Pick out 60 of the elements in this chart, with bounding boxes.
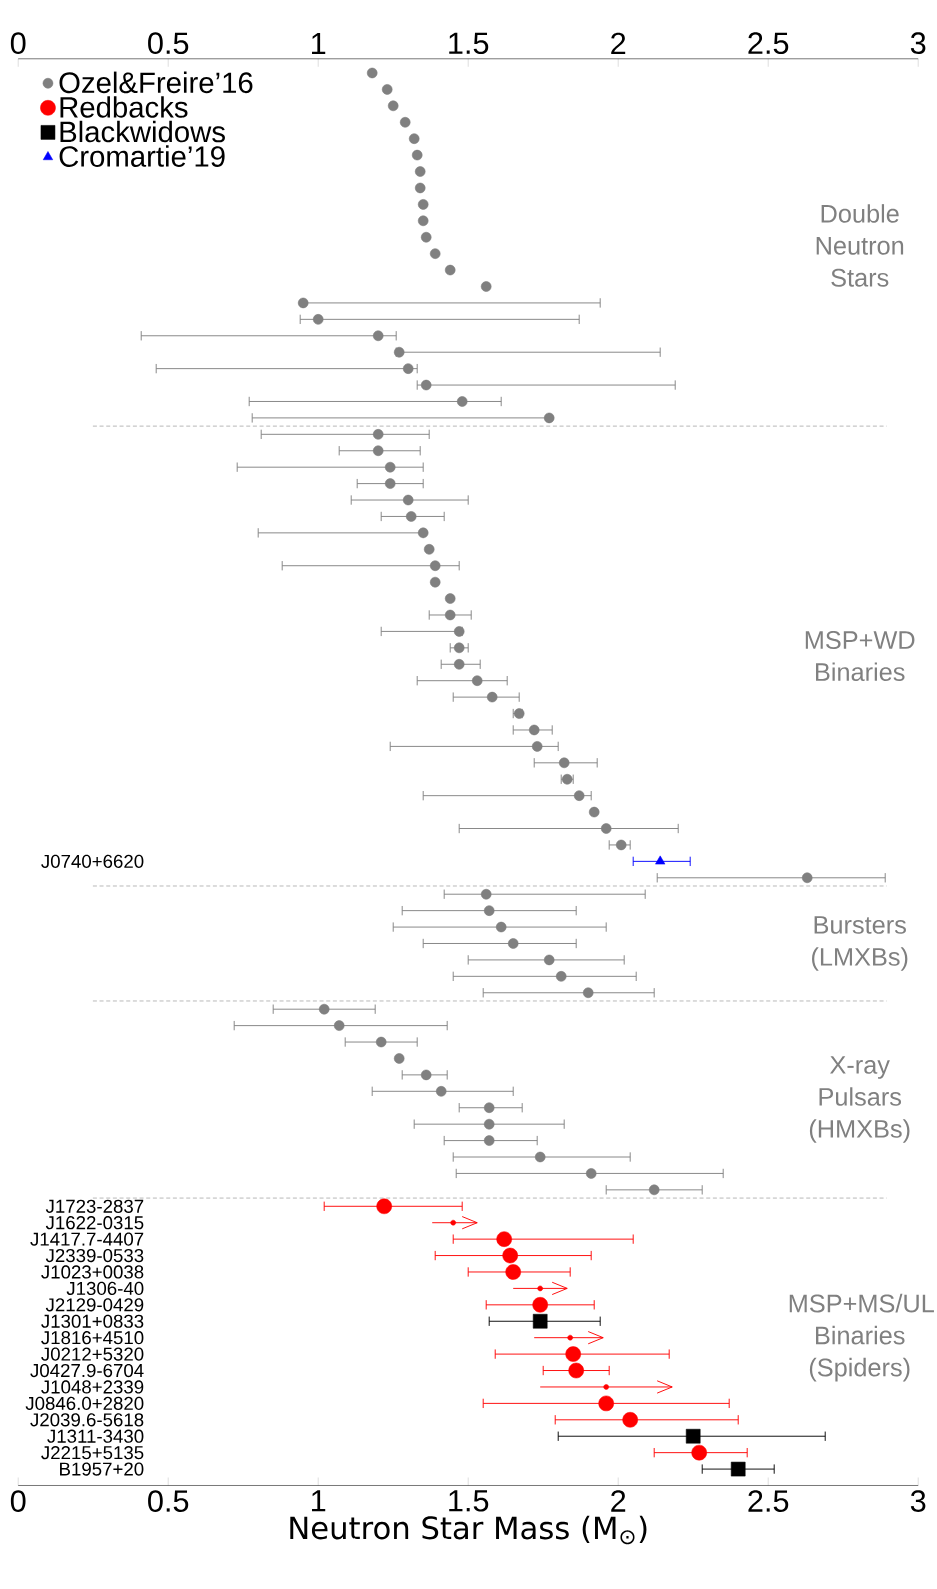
y-tick-label: J2215+5135 bbox=[41, 1446, 144, 1460]
y-tick-label: J1622-0315 bbox=[45, 1216, 144, 1230]
point bbox=[685, 1428, 701, 1444]
annotation: MSP+MS/UL Binaries (Spiders) bbox=[789, 1293, 934, 1382]
x-tick-label: 2.5 bbox=[748, 32, 789, 55]
y-tick-label: J0846.0+2820 bbox=[25, 1396, 144, 1410]
legend-label: Ozel&Freire’16 bbox=[59, 71, 253, 94]
x-tick-label: 0 bbox=[10, 32, 26, 55]
y-tick-label: J1023+0038 bbox=[41, 1265, 144, 1279]
x2-tick-label: 2.5 bbox=[748, 1490, 789, 1512]
point bbox=[505, 1264, 521, 1280]
point bbox=[496, 1231, 512, 1247]
y-tick-label: J1306-40 bbox=[66, 1281, 144, 1296]
x2-tick-label: 0.5 bbox=[148, 1490, 189, 1512]
x-tick-label: 3 bbox=[910, 32, 926, 55]
point bbox=[730, 1461, 746, 1477]
x-tick-label: 1.5 bbox=[449, 32, 489, 55]
legend-label: Blackwidows bbox=[60, 120, 225, 143]
x2-tick-label: 3 bbox=[910, 1490, 926, 1512]
y-tick-label: J1417.7-4407 bbox=[30, 1232, 144, 1246]
x2-tick-label: 0 bbox=[10, 1490, 26, 1512]
point bbox=[532, 1297, 548, 1313]
y-tick-label: J1723-2837 bbox=[45, 1199, 144, 1213]
annotation: Bursters (LMXBs) bbox=[812, 916, 908, 971]
y-tick-label: J1816+4510 bbox=[41, 1331, 144, 1345]
point bbox=[537, 1285, 543, 1292]
point bbox=[502, 1247, 518, 1264]
annotation: Double Neutron Stars bbox=[816, 204, 904, 287]
point bbox=[376, 1198, 392, 1215]
point bbox=[450, 1219, 456, 1226]
point bbox=[598, 1395, 614, 1412]
point bbox=[532, 1313, 548, 1329]
x2-tick-label: 2 bbox=[611, 1490, 626, 1512]
legend-label: Redbacks bbox=[60, 96, 188, 118]
y-tick-label: J1311-3430 bbox=[47, 1429, 144, 1443]
x-tick-label: 0.5 bbox=[148, 32, 189, 55]
y-tick-label: B1957+20 bbox=[60, 1462, 144, 1476]
y-tick-label: J0740+6620 bbox=[41, 854, 144, 868]
x2-tick-label: 1 bbox=[312, 1490, 326, 1512]
point bbox=[568, 1362, 584, 1379]
legend-label: Cromartie’19 bbox=[59, 145, 225, 167]
y-tick-label: J2339-0533 bbox=[45, 1248, 144, 1263]
x2-tick-label: 1.5 bbox=[449, 1490, 489, 1512]
x-tick-label: 2 bbox=[611, 32, 626, 55]
point bbox=[567, 1334, 573, 1341]
point bbox=[655, 855, 666, 865]
annotation: X-ray Pulsars (HMXBs) bbox=[809, 1056, 910, 1143]
y-tick-label: J1048+2339 bbox=[41, 1380, 144, 1394]
y-tick-label: J0427.9-6704 bbox=[30, 1363, 144, 1378]
x-axis-title: Neutron Star Mass (M$_{⊙}$) bbox=[290, 1515, 647, 1545]
y-tick-label: J2129-0429 bbox=[45, 1298, 144, 1312]
point bbox=[603, 1384, 609, 1390]
x-tick-label: 1 bbox=[312, 32, 326, 55]
point bbox=[691, 1444, 707, 1461]
point bbox=[622, 1412, 638, 1428]
y-tick-label: J0212+5320 bbox=[41, 1347, 144, 1361]
y-tick-label: J2039.6-5618 bbox=[30, 1413, 144, 1427]
annotation: MSP+WD Binaries bbox=[805, 631, 915, 682]
y-tick-label: J1301+0833 bbox=[41, 1314, 144, 1328]
point bbox=[565, 1346, 581, 1362]
